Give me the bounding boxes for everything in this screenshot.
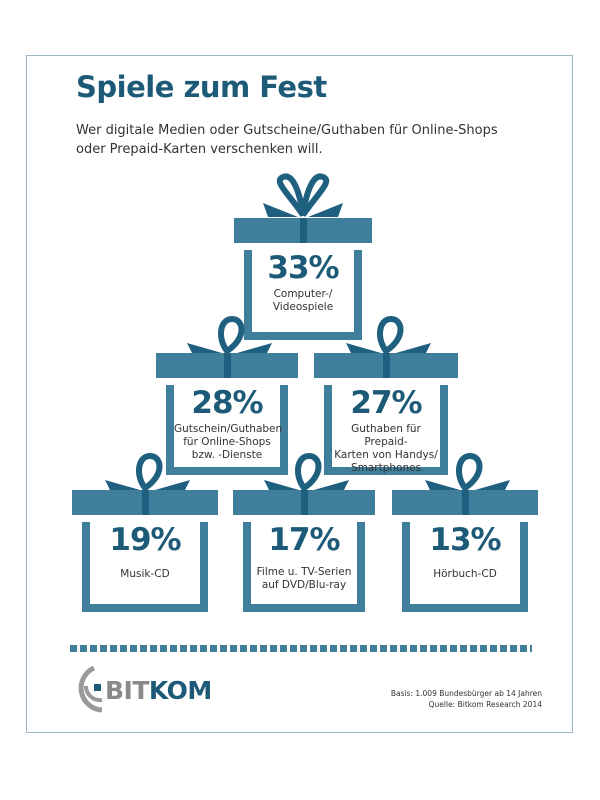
gift-label: Guthaben für Prepaid- Karten von Handys/S… [332, 423, 440, 475]
label-line: Musik-CD [120, 568, 170, 580]
ribbon [383, 353, 390, 378]
subtitle-line: oder Prepaid-Karten verschenken will. [76, 142, 323, 157]
percent-value: 17% [268, 522, 340, 558]
percent-value: 28% [191, 385, 263, 421]
source-note: Basis: 1.009 Bundesbürger ab 14 Jahren Qu… [391, 688, 542, 710]
label-line: bzw. -Dienste [191, 449, 263, 461]
gift-label: Computer-/Videospiele [252, 288, 354, 314]
gift-body: 19% Musik-CD [82, 522, 208, 612]
label-line: Guthaben für Prepaid- [351, 423, 421, 448]
dotted-divider [70, 645, 532, 652]
label-line: auf DVD/Blu-ray [261, 579, 347, 591]
bow-icon [425, 452, 510, 492]
gift-body: 17% Filme u. TV-Serien auf DVD/Blu-ray [243, 522, 365, 612]
percent-value: 19% [109, 522, 181, 558]
gift-box: 17% Filme u. TV-Serien auf DVD/Blu-ray [233, 452, 375, 615]
source-text: Quelle: Bitkom Research 2014 [428, 700, 542, 709]
ribbon [224, 353, 231, 378]
subtitle-line: Wer digitale Medien oder Gutscheine/Guth… [76, 123, 498, 138]
label-line: Filme u. TV-Serien [256, 566, 352, 578]
gift-box: 27% Guthaben für Prepaid- Karten von Hand… [314, 315, 458, 478]
label-line: Gutschein/Guthaben [174, 423, 283, 435]
gift-label: Filme u. TV-Serien auf DVD/Blu-ray [251, 566, 357, 592]
label-line: Hörbuch-CD [433, 568, 497, 580]
gift-body: 27% Guthaben für Prepaid- Karten von Hand… [324, 385, 448, 475]
gift-box: 28% Gutschein/Guthaben für Online-Shops bz… [156, 315, 298, 478]
gift-box: 13% Hörbuch-CD [392, 452, 538, 615]
bow-icon [263, 173, 343, 217]
gift-body: 13% Hörbuch-CD [402, 522, 528, 612]
percent-value: 33% [267, 250, 339, 286]
label-line: Videospiele [272, 301, 334, 313]
label-line: für Online-Shops [183, 436, 271, 448]
ribbon [300, 218, 307, 243]
bow-icon [346, 315, 431, 355]
ribbon [301, 490, 308, 515]
label-line: Computer-/ [273, 288, 333, 300]
percent-value: 27% [350, 385, 422, 421]
bow-icon [187, 315, 272, 355]
gift-body: 33% Computer-/Videospiele [244, 250, 362, 340]
gift-body: 28% Gutschein/Guthaben für Online-Shops bz… [166, 385, 288, 475]
gift-label: Musik-CD [90, 568, 200, 581]
percent-value: 13% [429, 522, 501, 558]
page-title: Spiele zum Fest [76, 70, 327, 104]
logo-kom: KOM [148, 676, 212, 705]
gift-box: 33% Computer-/Videospiele [234, 173, 372, 343]
ribbon [142, 490, 149, 515]
logo-bit: BIT [105, 676, 149, 705]
gift-label: Gutschein/Guthaben für Online-Shops bzw. -… [174, 423, 283, 462]
ribbon [462, 490, 469, 515]
gift-box: 19% Musik-CD [72, 452, 218, 615]
gift-label: Hörbuch-CD [410, 568, 520, 581]
bitkom-logo-icon [78, 665, 103, 713]
subtitle: Wer digitale Medien oder Gutscheine/Guth… [76, 121, 498, 159]
bow-icon [105, 452, 190, 492]
bow-icon [264, 452, 349, 492]
logo-text: BITKOM [105, 676, 212, 705]
label-line: Smartphones [350, 462, 422, 474]
label-line: Karten von Handys/ [334, 449, 438, 461]
basis-text: Basis: 1.009 Bundesbürger ab 14 Jahren [390, 689, 542, 698]
frame [26, 55, 573, 733]
